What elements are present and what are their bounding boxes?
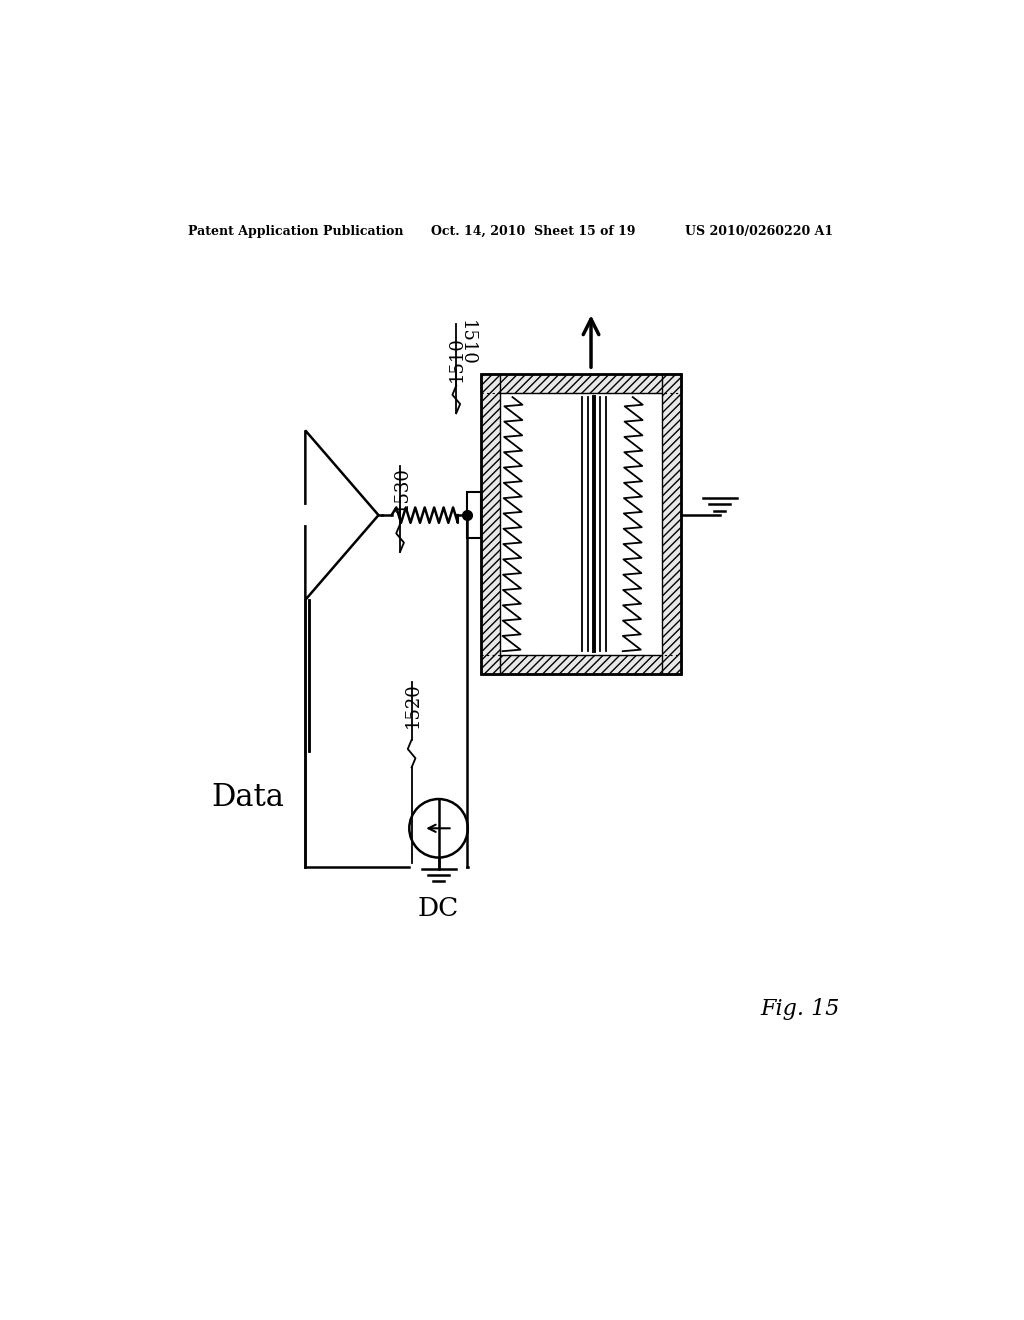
Bar [481,374,681,393]
Bar [481,655,681,675]
Text: US 2010/0260220 A1: US 2010/0260220 A1 [685,224,834,238]
Bar [662,374,681,675]
Bar [481,374,681,675]
Text: 1520: 1520 [403,682,422,727]
Text: 1530: 1530 [392,466,411,512]
Text: Data: Data [211,781,284,813]
Bar [467,492,481,539]
Text: Fig. 15: Fig. 15 [761,998,840,1020]
Text: 1510: 1510 [447,335,465,381]
Text: DC: DC [418,896,459,921]
Text: 1510: 1510 [458,321,476,366]
Text: Oct. 14, 2010  Sheet 15 of 19: Oct. 14, 2010 Sheet 15 of 19 [431,224,635,238]
Text: Patent Application Publication: Patent Application Publication [188,224,403,238]
Bar [481,374,500,675]
